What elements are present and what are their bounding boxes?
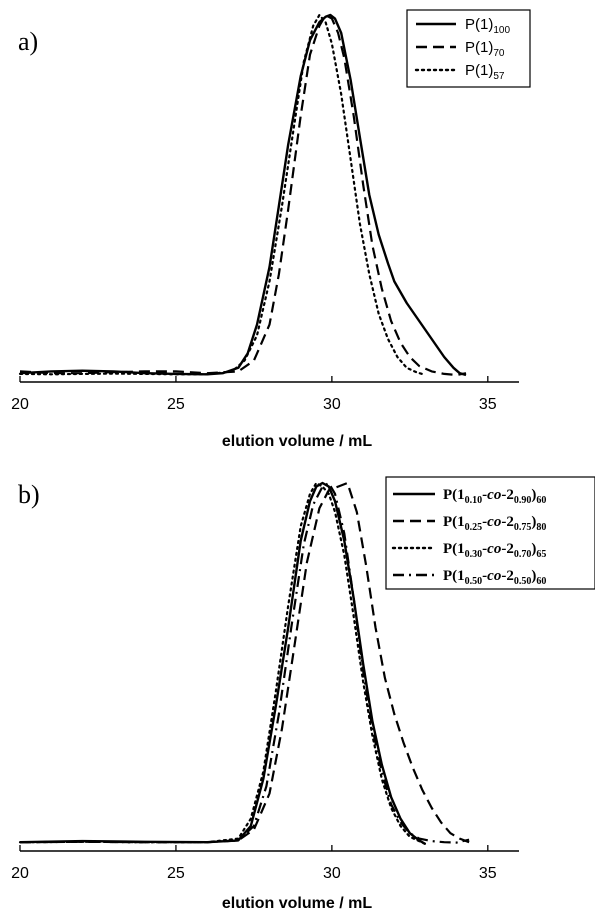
panel-a-label: a) <box>18 27 38 56</box>
legend-label-3: P(10.30-co-20.70)65 <box>443 541 546 560</box>
series-line-2 <box>19 13 467 377</box>
legend-label-4: P(10.50-co-20.50)60 <box>443 568 546 587</box>
x-tick-label: 30 <box>323 865 341 882</box>
panel-a: a) 20 25 30 35 elution volume / mL P(1)100P… <box>11 9 531 450</box>
panel-b-x-axis-title: elution volume / mL <box>222 895 372 912</box>
series-line-3 <box>18 13 427 377</box>
legend-label-2: P(1)70 <box>465 39 505 59</box>
series-line-1 <box>19 481 427 846</box>
x-tick-label: 30 <box>323 396 341 413</box>
panel-b-legend-box <box>385 476 595 590</box>
x-tick-label: 25 <box>167 396 185 413</box>
x-tick-label: 35 <box>479 396 497 413</box>
panel-a-legend: P(1)100 P(1)70 P(1)57 <box>406 9 531 88</box>
panel-b-legend: P(10.10-co-20.90)60 P(10.25-co-20.75)80 P(… <box>385 476 595 590</box>
plot-b-area <box>18 481 470 846</box>
legend-label-1: P(1)100 <box>465 16 510 36</box>
series-line-1 <box>19 13 467 377</box>
plot-a-area <box>18 13 467 377</box>
x-tick-label: 20 <box>11 865 29 882</box>
x-tick-label: 25 <box>167 865 185 882</box>
series-line-4 <box>19 481 470 844</box>
x-tick-label: 35 <box>479 865 497 882</box>
legend-label-1: P(10.10-co-20.90)60 <box>443 487 546 506</box>
panel-b: b) 20 25 30 35 elution volume / mL P(10.10-… <box>11 476 595 912</box>
x-tick-label: 20 <box>11 396 29 413</box>
legend-label-3: P(1)57 <box>465 62 505 82</box>
panel-a-x-ticks: 20 25 30 35 <box>11 376 497 413</box>
panel-b-x-ticks: 20 25 30 35 <box>11 845 497 882</box>
panel-a-x-axis-title: elution volume / mL <box>222 433 372 450</box>
panel-b-label: b) <box>18 480 40 509</box>
series-line-3 <box>18 481 427 846</box>
legend-label-2: P(10.25-co-20.75)80 <box>443 514 546 533</box>
